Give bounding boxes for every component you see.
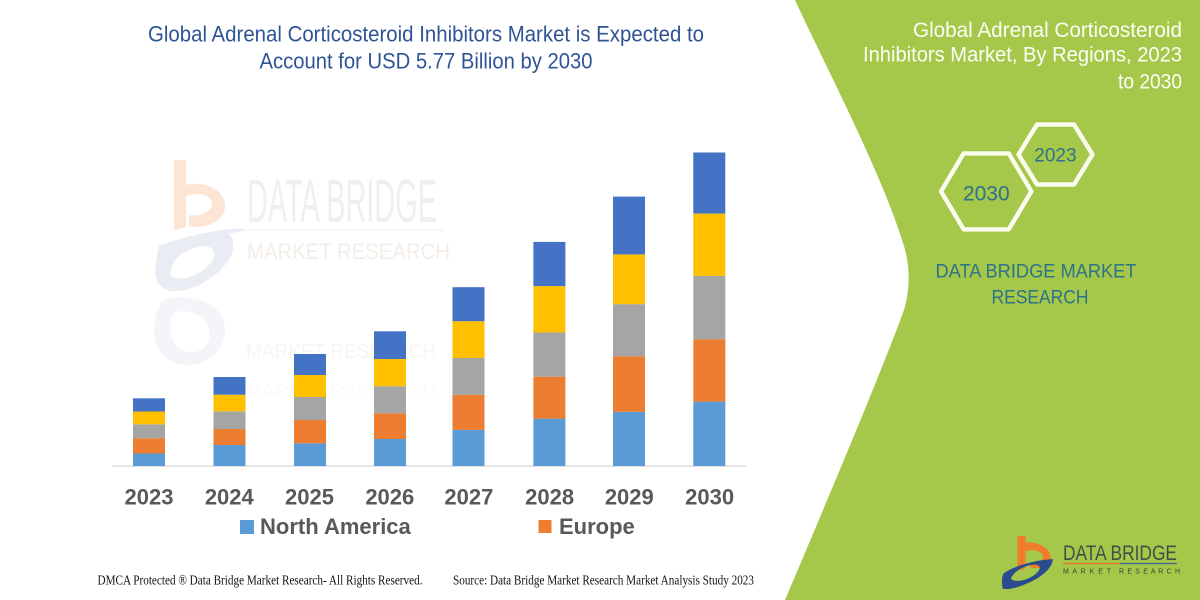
svg-text:Account for USD 5.77 Billion b: Account for USD 5.77 Billion by 2030 <box>260 48 593 73</box>
svg-text:2023: 2023 <box>1034 146 1076 167</box>
svg-text:Europe: Europe <box>559 514 635 539</box>
svg-text:DATA BRIDGE: DATA BRIDGE <box>247 167 437 235</box>
svg-text:Inhibitors Market, By Regions,: Inhibitors Market, By Regions, 2023 <box>863 44 1182 67</box>
svg-text:North America: North America <box>260 514 412 539</box>
svg-text:MARKET RESEARCH: MARKET RESEARCH <box>246 381 436 400</box>
svg-text:MARKET RESEARCH: MARKET RESEARCH <box>247 239 450 264</box>
svg-text:to 2030: to 2030 <box>1118 71 1182 94</box>
svg-text:2030: 2030 <box>685 485 734 510</box>
svg-text:DATA BRIDGE: DATA BRIDGE <box>1063 542 1177 565</box>
svg-text:DMCA Protected ® Data Bridge M: DMCA Protected ® Data Bridge Market Rese… <box>98 572 423 587</box>
svg-text:2030: 2030 <box>963 182 1010 205</box>
svg-text:2027: 2027 <box>444 485 493 510</box>
svg-text:2025: 2025 <box>285 485 334 510</box>
svg-text:Global Adrenal Corticosteroid: Global Adrenal Corticosteroid Inhibitors… <box>148 21 704 46</box>
svg-text:2023: 2023 <box>125 485 174 510</box>
svg-text:2024: 2024 <box>205 485 255 510</box>
svg-text:2029: 2029 <box>605 485 654 510</box>
svg-text:MARKET RESEARCH: MARKET RESEARCH <box>246 341 436 363</box>
svg-text:DATA BRIDGE MARKET: DATA BRIDGE MARKET <box>936 262 1137 283</box>
svg-text:2026: 2026 <box>365 485 414 510</box>
svg-text:R E S E A R C H: R E S E A R C H <box>1119 569 1180 576</box>
svg-text:Global Adrenal Corticosteroid: Global Adrenal Corticosteroid <box>913 19 1182 42</box>
svg-text:2028: 2028 <box>525 485 574 510</box>
svg-text:M A R K E T: M A R K E T <box>1063 569 1112 576</box>
svg-text:RESEARCH: RESEARCH <box>992 288 1089 309</box>
svg-text:Source: Data Bridge Market Res: Source: Data Bridge Market Research Mark… <box>453 572 754 587</box>
